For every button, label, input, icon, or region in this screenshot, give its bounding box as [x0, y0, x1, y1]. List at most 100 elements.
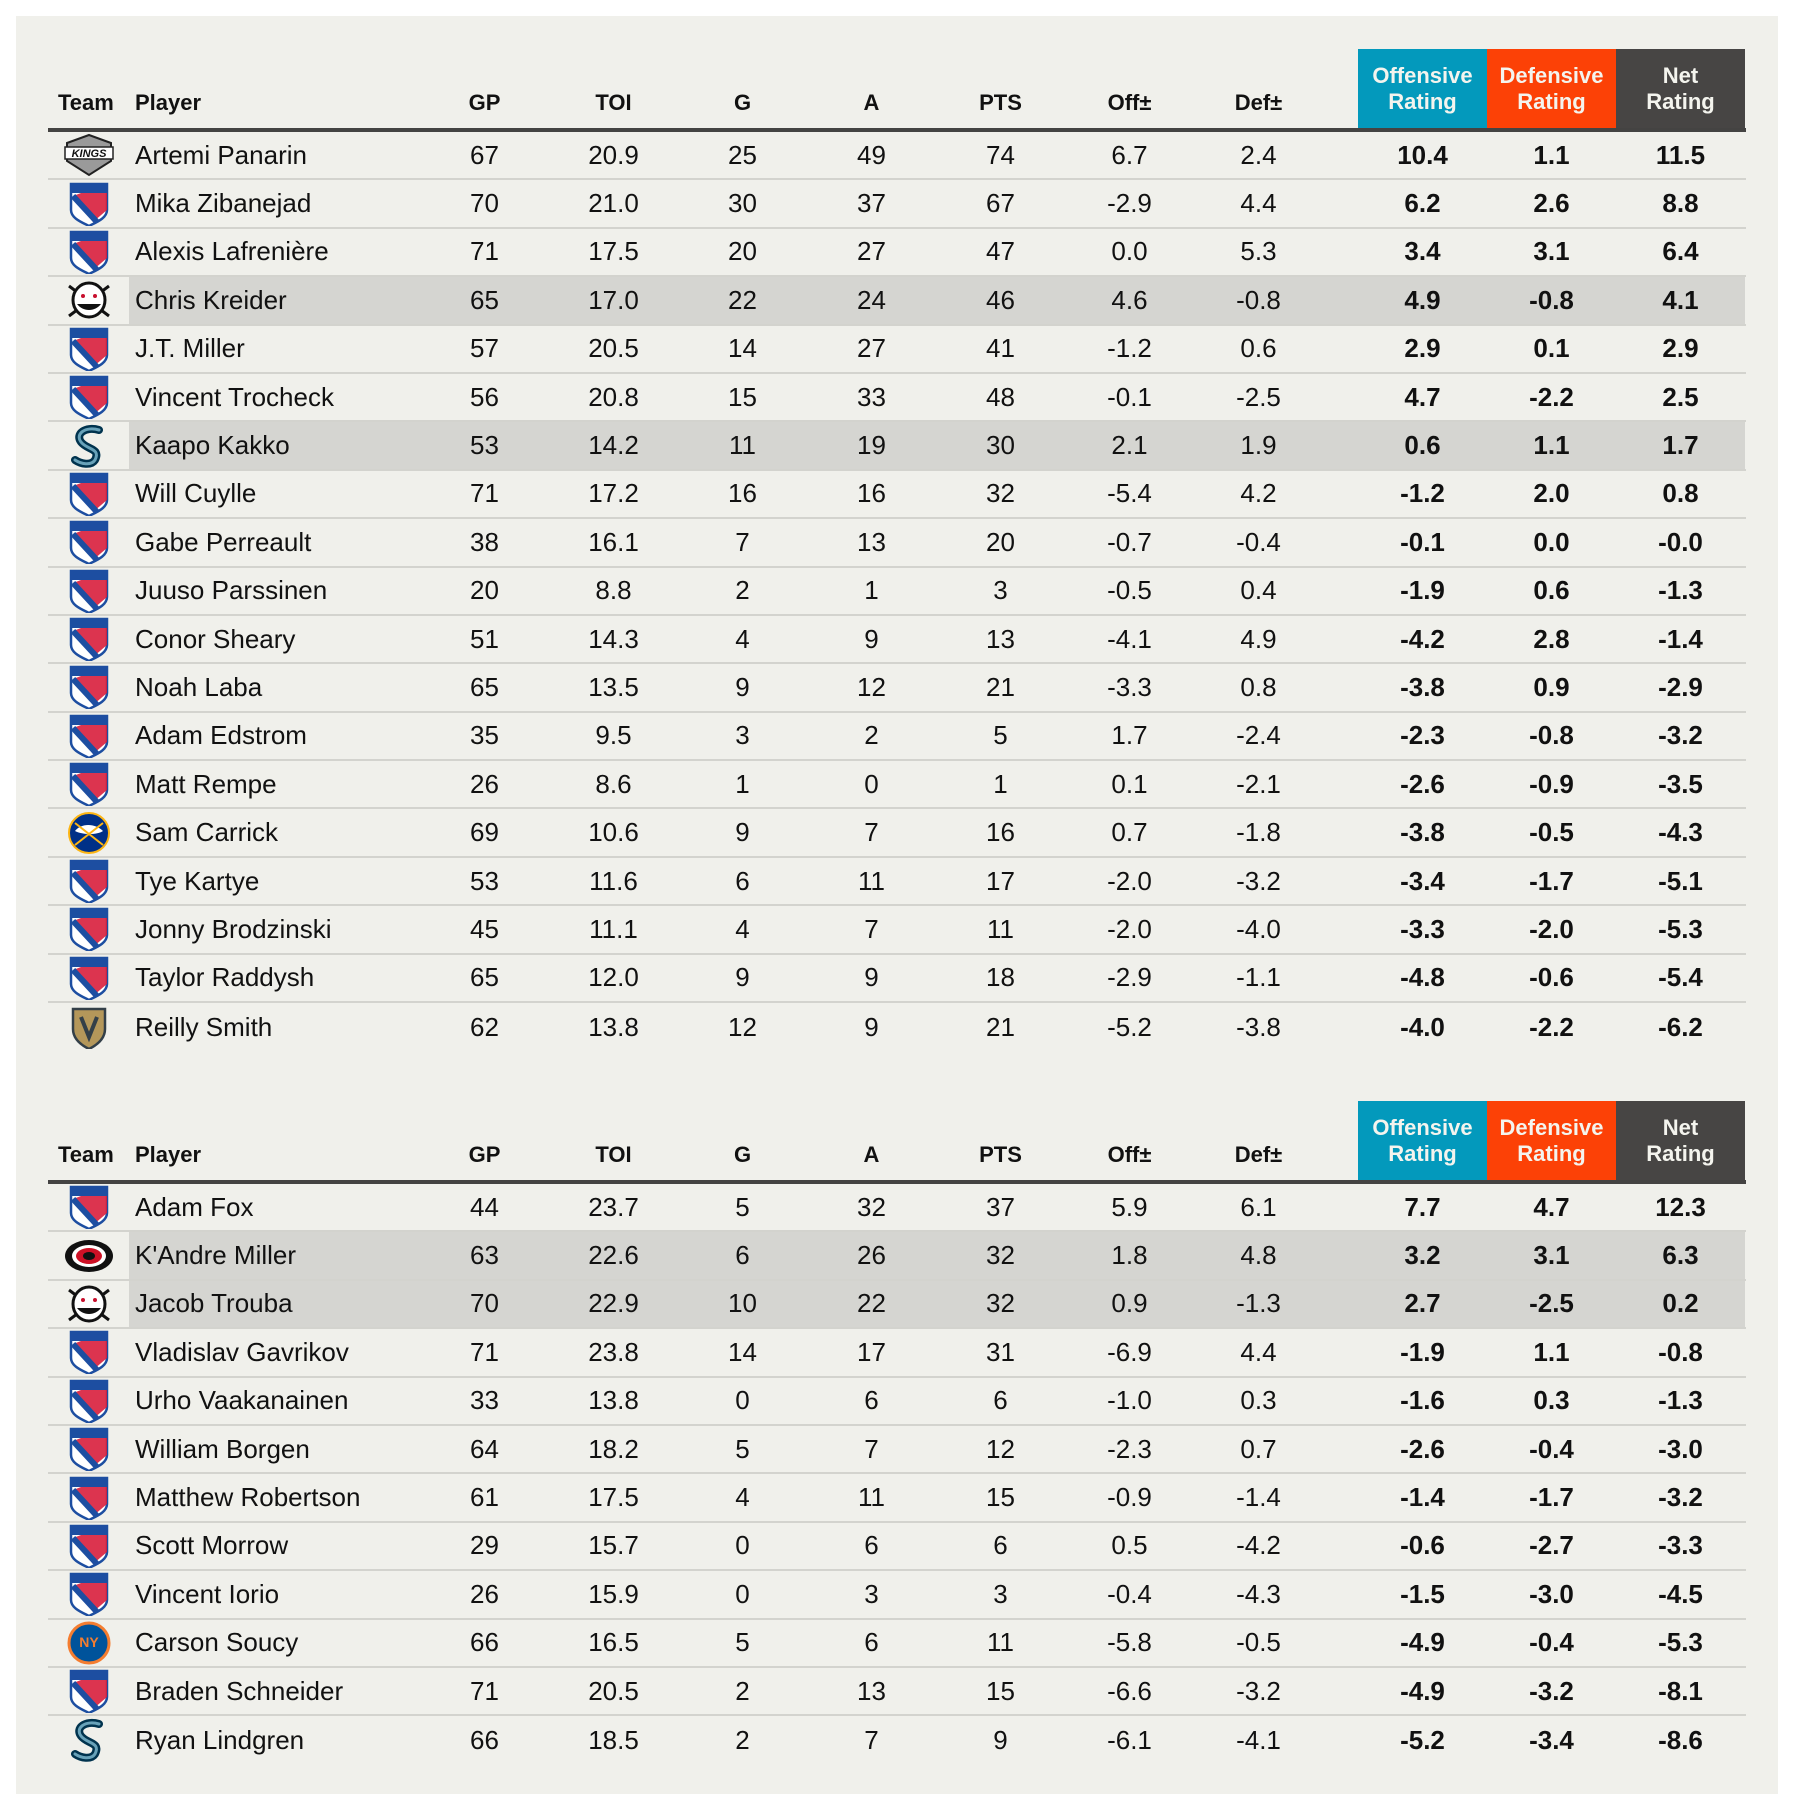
- player-name[interactable]: Matt Rempe: [135, 768, 277, 799]
- cell-off: -2.0: [1107, 913, 1152, 944]
- table-row[interactable]: K'Andre Miller 63 22.6 6 26 32 1.8 4.8 3.2 3.1 6.3: [48, 1232, 1746, 1281]
- player-name[interactable]: Adam Fox: [135, 1191, 254, 1222]
- cell-offensive-rating: -3.4: [1400, 865, 1445, 896]
- table-row[interactable]: Jonny Brodzinski 45 11.1 4 7 11 -2.0 -4.0 -3.3 -2…: [48, 906, 1746, 955]
- table-row[interactable]: Vladislav Gavrikov 71 23.8 14 17 31 -6.9 4.4 -1.…: [48, 1329, 1746, 1378]
- kings-logo-icon: KINGS: [63, 134, 114, 177]
- column-header-team[interactable]: Team: [58, 1142, 114, 1167]
- table-row[interactable]: Alexis Lafrenière 71 17.5 20 27 47 0.0 5.3 3.4 3.…: [48, 229, 1746, 278]
- table-row[interactable]: William Borgen 64 18.2 5 7 12 -2.3 0.7 -2.6 -0.4 -…: [48, 1426, 1746, 1475]
- player-name[interactable]: Chris Kreider: [129, 277, 420, 324]
- column-header-g[interactable]: G: [733, 90, 752, 115]
- player-name[interactable]: Mika Zibanejad: [135, 188, 312, 219]
- column-header-player[interactable]: Player: [135, 1142, 202, 1167]
- table-row[interactable]: Scott Morrow 29 15.7 0 6 6 0.5 -4.2 -0.6 -2.7 -3.3: [48, 1523, 1746, 1572]
- table-row[interactable]: Jacob Trouba 70 22.9 10 22 32 0.9 -1.3 2.7 -2.5 0.…: [48, 1280, 1746, 1330]
- player-name[interactable]: William Borgen: [135, 1433, 310, 1464]
- player-name[interactable]: Juuso Parssinen: [135, 575, 328, 606]
- player-name[interactable]: J.T. Miller: [135, 333, 245, 364]
- table-row[interactable]: Reilly Smith 62 13.8 12 9 21 -5.2 -3.8 -4.0 -2.2 -…: [48, 1003, 1746, 1051]
- player-name[interactable]: Tye Kartye: [135, 865, 260, 896]
- column-header-pts[interactable]: PTS: [979, 90, 1022, 115]
- player-name[interactable]: Gabe Perreault: [135, 526, 312, 557]
- table-row[interactable]: Tye Kartye 53 11.6 6 11 17 -2.0 -3.2 -3.4 -1.7 -5.…: [48, 858, 1746, 907]
- table-row[interactable]: Gabe Perreault 38 16.1 7 13 20 -0.7 -0.4 -0.1 0.0…: [48, 519, 1746, 568]
- header-line-2: Rating: [1388, 1140, 1457, 1166]
- table-row[interactable]: Ryan Lindgren 66 18.5 2 7 9 -6.1 -4.1 -5.2 -3.4 -8…: [48, 1716, 1746, 1764]
- table-row[interactable]: Matthew Robertson 61 17.5 4 11 15 -0.9 -1.4 -1.4…: [48, 1474, 1746, 1523]
- table-row[interactable]: Mika Zibanejad 70 21.0 30 37 67 -2.9 4.4 6.2 2.6 8…: [48, 180, 1746, 229]
- table-row[interactable]: Matt Rempe 26 8.6 1 0 1 0.1 -2.1 -2.6 -0.9 -3.5: [48, 761, 1746, 810]
- player-name[interactable]: Kaapo Kakko: [129, 422, 420, 469]
- table-row[interactable]: Vincent Iorio 26 15.9 0 3 3 -0.4 -4.3 -1.5 -3.0 -4…: [48, 1571, 1746, 1620]
- player-name[interactable]: Matthew Robertson: [135, 1482, 361, 1513]
- table-row[interactable]: Sam Carrick 69 10.6 9 7 16 0.7 -1.8 -3.8 -0.5 -4.3: [48, 809, 1746, 858]
- table-row[interactable]: KINGS Artemi Panarin 67 20.9 25 49 74 6.7 2.4 10.…: [48, 132, 1746, 181]
- cell-net-rating: 6.3: [1616, 1232, 1745, 1279]
- table-row[interactable]: Braden Schneider 71 20.5 2 13 15 -6.6 -3.2 -4.9 -…: [48, 1668, 1746, 1717]
- table-row[interactable]: Will Cuylle 71 17.2 16 16 32 -5.4 4.2 -1.2 2.0 0.8: [48, 471, 1746, 520]
- table-row[interactable]: Kaapo Kakko 53 14.2 11 19 30 2.1 1.9 0.6 1.1 1.7: [48, 422, 1746, 471]
- column-header-net-rating[interactable]: Net Rating: [1616, 1101, 1745, 1180]
- player-name[interactable]: Braden Schneider: [135, 1675, 344, 1706]
- table-row[interactable]: Chris Kreider 65 17.0 22 24 46 4.6 -0.8 4.9 -0.8 4…: [48, 277, 1746, 326]
- column-header-off-pm[interactable]: Off±: [1107, 1142, 1152, 1167]
- player-name[interactable]: Will Cuylle: [135, 478, 257, 509]
- table-row[interactable]: Urho Vaakanainen 33 13.8 0 6 6 -1.0 0.3 -1.6 0.3 -…: [48, 1378, 1746, 1426]
- table-row[interactable]: Adam Edstrom 35 9.5 3 2 5 1.7 -2.4 -2.3 -0.8 -3.2: [48, 713, 1746, 762]
- cell-gp: 29: [470, 1530, 499, 1561]
- team-cell: [48, 519, 129, 565]
- column-header-player[interactable]: Player: [135, 90, 202, 115]
- player-name[interactable]: Adam Edstrom: [135, 720, 307, 751]
- table-row[interactable]: Vincent Trocheck 56 20.8 15 33 48 -0.1 -2.5 4.7 -…: [48, 374, 1746, 423]
- column-header-pts[interactable]: PTS: [979, 1142, 1022, 1167]
- column-header-a[interactable]: A: [863, 90, 880, 115]
- column-header-gp[interactable]: GP: [468, 1142, 501, 1167]
- player-name[interactable]: Reilly Smith: [135, 1011, 273, 1042]
- cell-defensive-rating: -0.6: [1529, 962, 1574, 993]
- column-header-net-rating[interactable]: Net Rating: [1616, 49, 1745, 128]
- column-header-gp[interactable]: GP: [468, 90, 501, 115]
- player-name[interactable]: Carson Soucy: [135, 1627, 299, 1658]
- player-name[interactable]: Artemi Panarin: [135, 139, 307, 170]
- column-header-off-pm[interactable]: Off±: [1107, 90, 1152, 115]
- column-header-off-rating[interactable]: Offensive Rating: [1358, 1101, 1487, 1180]
- table-row[interactable]: Noah Laba 65 13.5 9 12 21 -3.3 0.8 -3.8 0.9 -2.9: [48, 664, 1746, 713]
- column-header-def-rating[interactable]: Defensive Rating: [1487, 1101, 1616, 1180]
- column-header-toi[interactable]: TOI: [595, 90, 632, 115]
- table-row[interactable]: J.T. Miller 57 20.5 14 27 41 -1.2 0.6 2.9 0.1 2.9: [48, 326, 1746, 374]
- player-name[interactable]: Alexis Lafrenière: [135, 236, 329, 267]
- cell-g: 7: [735, 526, 750, 557]
- column-header-def-pm[interactable]: Def±: [1234, 90, 1283, 115]
- cell-defensive-rating: -2.0: [1529, 913, 1574, 944]
- column-header-a[interactable]: A: [863, 1142, 880, 1167]
- table-row[interactable]: Juuso Parssinen 20 8.8 2 1 3 -0.5 0.4 -1.9 0.6 -1.…: [48, 568, 1746, 616]
- column-header-def-pm[interactable]: Def±: [1234, 1142, 1283, 1167]
- player-name[interactable]: Vincent Iorio: [135, 1578, 280, 1609]
- table-row[interactable]: Conor Sheary 51 14.3 4 9 13 -4.1 4.9 -4.2 2.8 -1.4: [48, 616, 1746, 665]
- player-name[interactable]: Jonny Brodzinski: [135, 913, 332, 944]
- column-header-team[interactable]: Team: [58, 90, 114, 115]
- column-header-def-rating[interactable]: Defensive Rating: [1487, 49, 1616, 128]
- cell-def: 2.4: [1240, 139, 1277, 170]
- player-name[interactable]: Taylor Raddysh: [135, 962, 315, 993]
- player-name[interactable]: Conor Sheary: [135, 623, 296, 654]
- player-name[interactable]: Urho Vaakanainen: [135, 1385, 349, 1416]
- table-row[interactable]: Adam Fox 44 23.7 5 32 37 5.9 6.1 7.7 4.7 12.3: [48, 1184, 1746, 1233]
- column-header-g[interactable]: G: [733, 1142, 752, 1167]
- table-row[interactable]: Taylor Raddysh 65 12.0 9 9 18 -2.9 -1.1 -4.8 -0.6…: [48, 955, 1746, 1004]
- header-line-1: Net: [1662, 1114, 1699, 1140]
- player-name[interactable]: Vladislav Gavrikov: [135, 1336, 349, 1367]
- player-name[interactable]: Jacob Trouba: [129, 1280, 420, 1328]
- column-header-off-rating[interactable]: Offensive Rating: [1358, 49, 1487, 128]
- player-name[interactable]: Vincent Trocheck: [135, 381, 334, 412]
- player-name[interactable]: K'Andre Miller: [129, 1232, 420, 1279]
- player-name[interactable]: Ryan Lindgren: [135, 1724, 305, 1755]
- player-name[interactable]: Sam Carrick: [135, 817, 279, 848]
- cell-g: 6: [735, 865, 750, 896]
- column-header-toi[interactable]: TOI: [595, 1142, 632, 1167]
- player-name[interactable]: Scott Morrow: [135, 1530, 289, 1561]
- player-name[interactable]: Noah Laba: [135, 671, 263, 702]
- cell-def: 4.8: [1194, 1232, 1323, 1279]
- table-row[interactable]: NY Carson Soucy 66 16.5 5 6 11 -5.8 -0.5 -4.9 -0.4…: [48, 1620, 1746, 1668]
